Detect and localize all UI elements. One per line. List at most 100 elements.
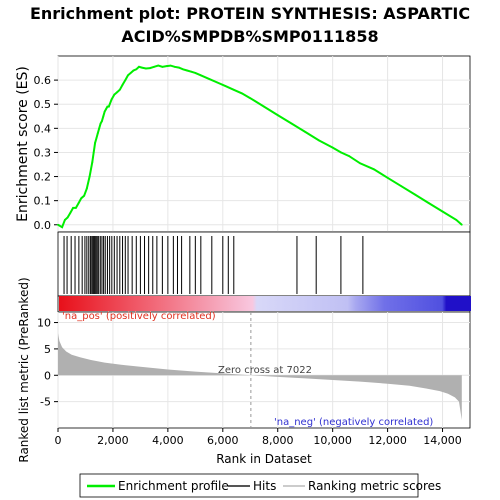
enrichment-point: [72, 206, 75, 209]
enrichment-point: [414, 193, 416, 196]
enrichment-point: [386, 176, 389, 179]
metric-x-tick-label: 0: [55, 434, 62, 447]
enrichment-point: [144, 67, 147, 70]
enrichment-point: [91, 161, 94, 163]
es-y-tick-label: 0.0: [34, 219, 52, 232]
metric-y-axis-label: Ranked list metric (PreRanked): [17, 277, 31, 462]
ranking-metric-area: [58, 333, 462, 421]
enrichment-point: [103, 110, 106, 113]
es-y-tick-label: 0.1: [34, 195, 52, 208]
legend-label-enrichment: Enrichment profile: [118, 479, 229, 493]
enrichment-point: [80, 197, 83, 200]
enrichment-point: [129, 71, 132, 74]
enrichment-point: [110, 98, 113, 101]
metric-x-tick-label: 8,000: [262, 434, 294, 447]
positive-correlation-label: 'na_pos' (positively correlated): [62, 311, 216, 322]
enrichment-point: [161, 65, 164, 68]
metric-y-tick-label: 5: [44, 343, 51, 356]
enrichment-point: [116, 91, 118, 94]
metric-x-tick-label: 14,000: [423, 434, 462, 447]
enrichment-point: [318, 139, 320, 142]
enrichment-point: [199, 74, 202, 77]
enrichment-point: [372, 168, 375, 171]
metric-y-tick-label: 0: [44, 369, 51, 382]
enrichment-point: [173, 65, 176, 68]
enrichment-point: [263, 105, 265, 108]
chart-title-line1: Enrichment plot: PROTEIN SYNTHESIS: ASPA…: [30, 4, 470, 23]
enrichment-point: [359, 162, 362, 165]
enrichment-point: [276, 114, 279, 116]
enrichment-point: [241, 92, 243, 95]
enrichment-point: [169, 64, 172, 67]
ranking-colorbar: [59, 296, 471, 311]
enrichment-point: [249, 97, 252, 100]
enrichment-point: [102, 115, 105, 118]
zero-cross-label: Zero cross at 7022: [218, 365, 312, 376]
metric-x-axis: 0 2,000 4,000 6,000 8,000 10,000 12,000 14,000: [55, 428, 462, 447]
enrichment-point: [85, 187, 88, 190]
enrichment-point: [135, 68, 138, 71]
enrichment-point: [132, 69, 135, 72]
enrichment-point: [106, 105, 109, 108]
enrichment-point: [96, 132, 99, 135]
enrichment-point: [69, 211, 72, 214]
es-plot-area: [57, 55, 471, 233]
enrichment-point: [124, 79, 127, 82]
enrichment-point: [153, 65, 156, 68]
enrichment-point: [74, 206, 77, 209]
chart-title-line2: ACID%SMPDB%SMP0111858: [121, 27, 378, 46]
metric-x-tick-label: 4,000: [152, 434, 184, 447]
metric-x-tick-label: 6,000: [207, 434, 239, 447]
enrichment-point: [348, 155, 351, 157]
metric-x-tick-label: 10,000: [313, 434, 352, 447]
enrichment-point: [107, 105, 110, 108]
enrichment-point: [157, 64, 160, 67]
enrichment-point: [121, 84, 124, 86]
legend-label-hits: Hits: [253, 479, 276, 493]
enrichment-point: [95, 137, 98, 139]
enrichment-point: [177, 66, 180, 69]
enrichment-point: [460, 223, 463, 226]
enrichment-point: [331, 146, 334, 149]
enrichment-point: [232, 88, 235, 91]
enrichment-point: [400, 185, 403, 188]
enrichment-point: [101, 120, 103, 122]
enrichment-point: [194, 71, 197, 74]
enrichment-point: [98, 127, 101, 130]
enrichment-point: [88, 175, 91, 178]
es-y-tick-label: 0.3: [34, 146, 52, 159]
enrichment-profile-points: [57, 64, 463, 229]
enrichment-point: [77, 202, 80, 204]
legend-label-ranking: Ranking metric scores: [308, 479, 441, 493]
es-y-axis-label: Enrichment score (ES): [15, 66, 31, 222]
enrichment-point: [92, 151, 95, 154]
es-y-axis: 0.0 0.1 0.2 0.3 0.4 0.5 0.6: [34, 74, 58, 232]
enrichment-point: [427, 202, 430, 204]
es-gridlines: [57, 56, 470, 232]
enrichment-point: [83, 194, 85, 197]
enrichment-point: [63, 219, 66, 221]
enrichment-point: [138, 65, 140, 68]
enrichment-point: [290, 122, 293, 125]
enrichment-point: [105, 108, 107, 110]
enrichment-point: [216, 81, 219, 84]
enrichment-point: [165, 65, 168, 68]
enrichment-point: [140, 66, 143, 69]
es-y-tick-label: 0.5: [34, 98, 52, 111]
es-y-tick-label: 0.2: [34, 171, 52, 184]
enrichment-profile-line: [57, 64, 463, 229]
metric-y-tick-label: -5: [40, 396, 51, 409]
enrichment-point: [455, 219, 458, 221]
enrichment-point: [441, 210, 444, 213]
metric-gridlines: [57, 312, 470, 428]
enrichment-point: [94, 141, 96, 144]
enrichment-point: [113, 93, 116, 96]
hits-lines: [63, 236, 364, 294]
enrichment-point: [190, 70, 193, 73]
enrichment-point: [118, 88, 121, 91]
metric-y-tick-label: 10: [37, 317, 51, 330]
negative-correlation-label: 'na_neg' (negatively correlated): [274, 417, 433, 428]
enrichment-point: [208, 78, 210, 80]
enrichment-point: [127, 74, 129, 77]
hits-panel: [57, 231, 471, 297]
